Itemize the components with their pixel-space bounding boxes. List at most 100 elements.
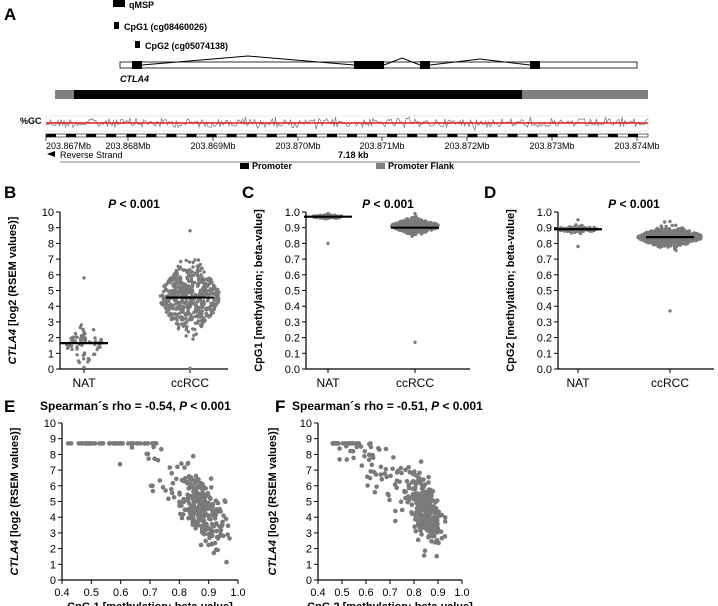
scatter-point (207, 505, 212, 510)
scatter-point (419, 495, 425, 500)
data-point-ccrcc (420, 232, 424, 236)
data-point-ccrcc (174, 301, 179, 305)
data-point-ccrcc (670, 223, 674, 228)
ruler-segment (166, 134, 177, 137)
data-point-ccrcc (198, 269, 202, 273)
scatter-point (393, 508, 398, 514)
data-point-ccrcc (169, 317, 174, 322)
ruler-label-1: 203.868Mb (105, 141, 150, 151)
y-tick-label: 9 (306, 434, 312, 446)
data-point-ccrcc (212, 306, 216, 310)
scatter-point (117, 461, 123, 467)
scatter-point (439, 535, 445, 541)
scatter-point (86, 441, 91, 446)
data-point-ccrcc (185, 285, 189, 289)
data-point-ccrcc (202, 270, 206, 274)
p-symbol: P (431, 399, 440, 413)
y-tick-label: 0.6 (537, 270, 552, 282)
ruler-label-5: 203.872Mb (444, 141, 489, 151)
y-tick-label: 4 (50, 512, 56, 524)
y-tick-label: 0.3 (285, 317, 300, 329)
scatter-point (403, 489, 409, 495)
scatter-point (422, 548, 428, 553)
plot-title-C: P < 0.001 (362, 197, 414, 211)
transcript-model (119, 55, 638, 69)
scatter-point (169, 490, 175, 496)
data-point-ccrcc (429, 228, 434, 232)
data-point-ccrcc (178, 265, 183, 269)
data-point-nat (82, 357, 86, 361)
y-axis-label-B: CTLA4 [log2 (RSEM values)] (7, 216, 19, 364)
data-point-ccrcc (193, 314, 198, 319)
data-point-ccrcc (167, 307, 171, 311)
scatter-point (190, 517, 196, 522)
data-point-ccrcc (664, 241, 668, 245)
ruler-segment (326, 134, 337, 137)
scatter-point (354, 441, 360, 446)
panel-letter-a: A (4, 5, 16, 24)
scatter-point (213, 508, 218, 513)
data-point-ccrcc (204, 281, 208, 286)
cpg1-label: CpG1 (cg08460026) (124, 22, 207, 32)
ruler-segment (347, 134, 358, 137)
cpg1-block (114, 22, 119, 29)
data-point-ccrcc (412, 223, 416, 227)
data-point-ccrcc (185, 325, 189, 329)
exon-3 (420, 61, 430, 69)
data-point-ccrcc (656, 244, 660, 249)
gene-name: CTLA4 (120, 74, 149, 84)
data-point-ccrcc (397, 221, 401, 225)
scatter-point (409, 480, 415, 485)
scatter-point (206, 516, 212, 521)
data-point-ccrcc (408, 231, 412, 236)
data-point-ccrcc (664, 229, 669, 233)
y-tick-label: 5 (50, 497, 56, 509)
ruler-segment (146, 134, 157, 137)
length-label: 7.18 kb (338, 150, 369, 160)
panel-letter-e: E (4, 397, 15, 416)
data-point-nat (97, 343, 101, 347)
data-point-ccrcc (187, 260, 192, 264)
scatter-point (434, 510, 440, 515)
data-point-ccrcc (209, 301, 213, 305)
y-tick-label: 1 (50, 559, 56, 571)
data-point-ccrcc (180, 287, 185, 291)
data-point-ccrcc (667, 227, 672, 231)
data-point-ccrcc (641, 236, 645, 241)
scatter-point (207, 535, 212, 541)
data-point-ccrcc (674, 244, 679, 248)
data-point-ccrcc (206, 293, 210, 297)
scatter-point (214, 521, 219, 526)
scatter-point (76, 441, 81, 446)
scatter-point (398, 465, 404, 471)
data-point-nat (573, 230, 577, 235)
scatter-point (204, 493, 209, 499)
scatter-point (437, 513, 443, 519)
ruler-segment (367, 134, 378, 137)
scatter-point (179, 515, 185, 521)
panel-a: A qMSP CpG1 (cg08460026) CpG2 (cg0507413… (4, 0, 660, 171)
ruler-segment (46, 134, 57, 137)
data-point-ccrcc (207, 276, 211, 280)
exon-4 (530, 61, 540, 69)
data-point-ccrcc (655, 233, 660, 237)
data-point-ccrcc (162, 304, 166, 308)
data-point-ccrcc (170, 279, 174, 283)
scatter-point (394, 485, 400, 491)
scatter-point (182, 465, 187, 470)
y-tick-label: 0.1 (537, 348, 552, 360)
scatter-point (193, 473, 199, 479)
scatter-point (388, 473, 393, 479)
legend-flank-label: Promoter Flank (388, 161, 455, 171)
scatter-point (169, 487, 174, 492)
scatter-point (391, 455, 396, 460)
data-point-nat (82, 332, 86, 337)
scatter-point (417, 524, 422, 530)
data-point-ccrcc (203, 291, 208, 296)
p-value: < 0.001 (616, 197, 660, 211)
strand-arrow-icon (47, 151, 55, 157)
y-tick-label: 6 (306, 481, 312, 493)
data-point-ccrcc (162, 297, 167, 301)
data-point-ccrcc (194, 293, 198, 298)
scatter-point (160, 484, 166, 490)
